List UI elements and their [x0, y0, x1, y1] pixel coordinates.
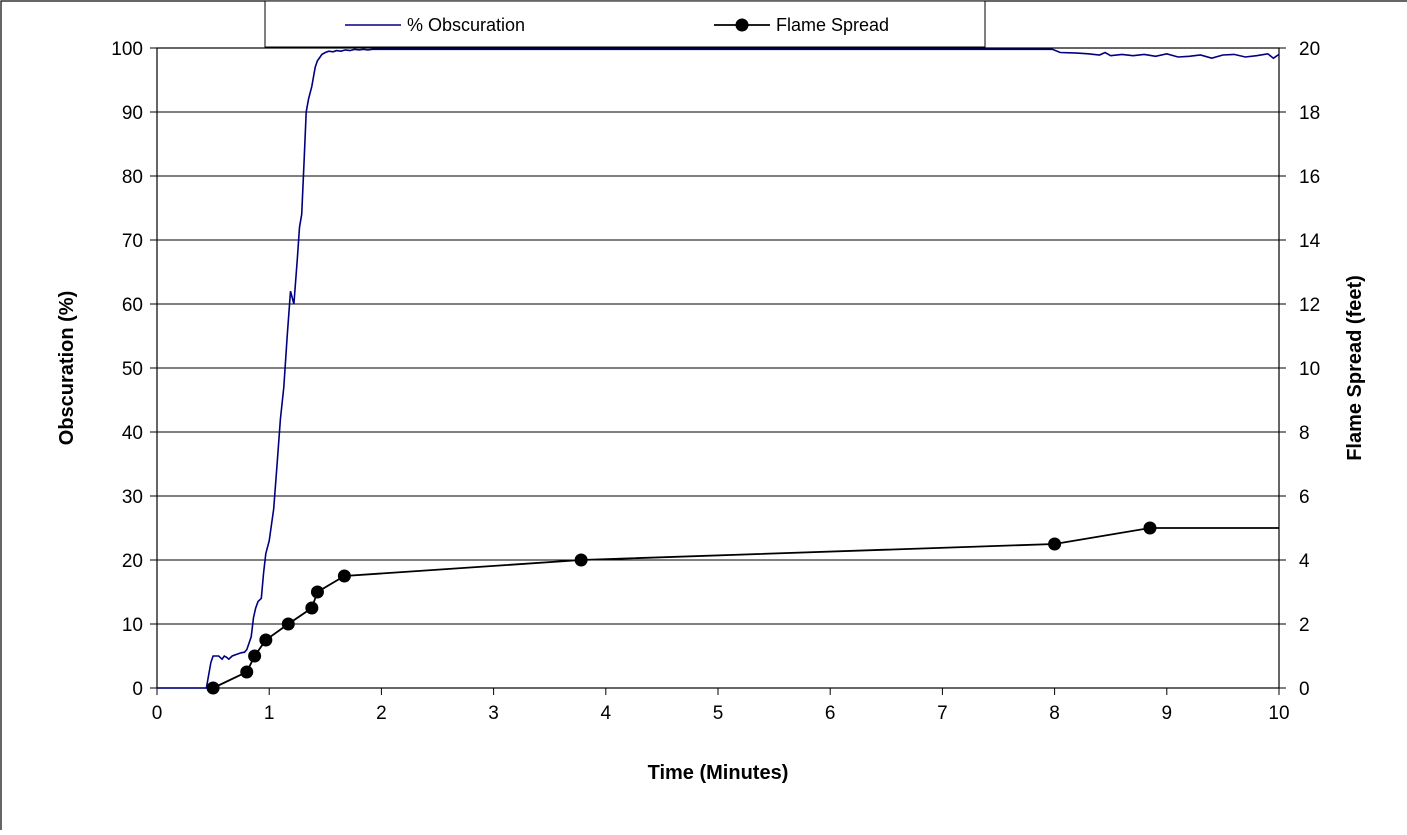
legend-label-flame-spread: Flame Spread — [776, 15, 889, 35]
y-right-tick-label: 16 — [1299, 167, 1320, 188]
flame-spread-point — [240, 665, 254, 679]
y-left-tick-label: 50 — [122, 359, 143, 380]
y-right-tick-label: 4 — [1299, 551, 1310, 572]
x-axis-title: Time (Minutes) — [648, 762, 789, 784]
y-left-tick-label: 100 — [111, 39, 143, 60]
x-tick-label: 10 — [1268, 703, 1289, 724]
x-tick-label: 0 — [152, 703, 163, 724]
y-left-tick-label: 90 — [122, 103, 143, 124]
flame-spread-point — [574, 553, 588, 567]
x-tick-label: 7 — [937, 703, 948, 724]
y-right-tick-label: 8 — [1299, 423, 1310, 444]
flame-spread-point — [281, 617, 295, 631]
y-right-tick-label: 14 — [1299, 231, 1321, 252]
y-left-tick-label: 80 — [122, 167, 143, 188]
x-tick-label: 8 — [1049, 703, 1060, 724]
flame-spread-point — [337, 569, 351, 583]
y-right-tick-label: 0 — [1299, 679, 1310, 700]
x-tick-label: 9 — [1162, 703, 1173, 724]
y-left-tick-label: 20 — [122, 551, 143, 572]
series-line-flame-spread — [212, 527, 1279, 689]
y-left-axis-title: Obscuration (%) — [56, 291, 78, 445]
y-right-tick-label: 2 — [1299, 615, 1310, 636]
y-left-tick-label: 30 — [122, 487, 143, 508]
x-tick-label: 4 — [601, 703, 612, 724]
legend-box — [264, 0, 986, 48]
y-left-tick-label: 10 — [122, 615, 143, 636]
y-left-tick-label: 60 — [122, 295, 143, 316]
y-right-tick-label: 20 — [1299, 39, 1320, 60]
flame-spread-point — [1048, 537, 1062, 551]
series-line-obscuration — [157, 48, 1280, 689]
y-left-tick-label: 0 — [132, 679, 143, 700]
x-tick-label: 5 — [713, 703, 724, 724]
y-right-tick-label: 10 — [1299, 359, 1320, 380]
flame-spread-point — [259, 633, 273, 647]
legend-marker-flame-spread — [735, 18, 749, 32]
y-left-tick-label: 40 — [122, 423, 143, 444]
y-right-tick-label: 12 — [1299, 295, 1320, 316]
y-right-axis-title: Flame Spread (feet) — [1344, 275, 1366, 461]
x-tick-label: 2 — [376, 703, 387, 724]
flame-spread-point — [206, 681, 220, 695]
x-tick-label: 1 — [264, 703, 275, 724]
legend-label-obscuration: % Obscuration — [407, 15, 525, 35]
y-right-tick-label: 6 — [1299, 487, 1310, 508]
flame-spread-point — [1143, 521, 1157, 535]
y-left-tick-label: 70 — [122, 231, 143, 252]
y-right-tick-label: 18 — [1299, 103, 1320, 124]
flame-spread-point — [305, 601, 319, 615]
x-tick-label: 6 — [825, 703, 836, 724]
x-tick-label: 3 — [488, 703, 499, 724]
flame-spread-point — [248, 649, 262, 663]
flame-spread-point — [310, 585, 324, 599]
